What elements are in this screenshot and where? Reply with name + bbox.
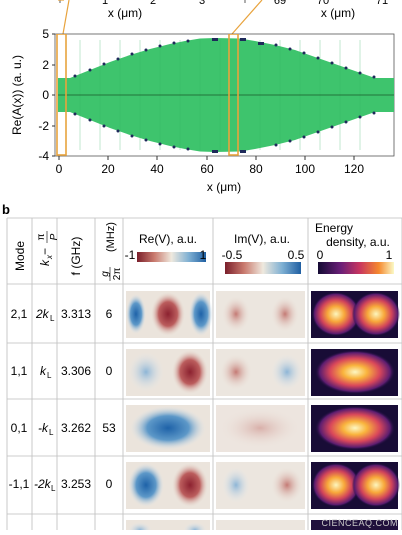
- ytick-5: 5: [42, 27, 49, 41]
- colorbar-energy-min: 0: [317, 248, 324, 262]
- xtick-60: 60: [200, 162, 214, 176]
- highlight-box-left: [56, 34, 67, 156]
- energy-density-map: [311, 462, 400, 509]
- highlight-box-right: [228, 34, 239, 156]
- row-kx: 2k: [35, 307, 50, 321]
- header-mode: Mode: [13, 241, 27, 271]
- im-field-map: [216, 405, 305, 452]
- top-xlabel-right: x (μm): [321, 6, 355, 20]
- xtick-0: 0: [56, 162, 63, 176]
- row-g: 0: [106, 364, 113, 378]
- im-field-map: [216, 291, 305, 338]
- energy-density-map: [311, 405, 398, 452]
- row-kx: k: [40, 364, 47, 378]
- top-tick-71: 71: [376, 0, 388, 7]
- ytick-0: 0: [42, 88, 49, 102]
- top-tick-3: 3: [199, 0, 205, 7]
- row-kx-sub: L: [47, 371, 52, 380]
- energy-density-map: [311, 349, 398, 396]
- x-axis-label: x (μm): [207, 180, 241, 194]
- y-ticks: 5 2 0 -2 -4: [38, 27, 55, 163]
- row-kx: -2k: [34, 477, 52, 491]
- top-inset-axes: 1 2 3 69 70 71 x (μm) x (μm): [58, 0, 388, 35]
- panel-b-table: Mode k x − π P f (GHz) g 2π (MHz) Re(V),…: [6, 217, 402, 535]
- im-field-map: [216, 349, 305, 396]
- top-tick-69: 69: [274, 0, 286, 7]
- re-field-map: [126, 349, 210, 396]
- ytick-m2: -2: [38, 119, 49, 133]
- row-kx-sub: L: [51, 484, 56, 493]
- x-ticks: 0 20 40 60 80 100 120: [56, 156, 364, 176]
- row-kx-sub: L: [50, 314, 55, 323]
- header-p: P: [49, 233, 60, 240]
- y-axis-label: Re(A(x)) (a. u.): [10, 55, 24, 135]
- row-kx-sub: L: [49, 428, 54, 437]
- header-kx: k x − π P: [36, 231, 60, 266]
- row-mode: 2,1: [11, 307, 28, 321]
- zoom-connector-left: [62, 0, 70, 35]
- colorbar-im-min: -0.5: [222, 248, 243, 262]
- top-tick-2: 2: [150, 0, 156, 7]
- table-row: 2,1 2k L 3.313 6: [11, 291, 400, 338]
- header-kx-k: k: [38, 259, 52, 266]
- row-g: 0: [106, 477, 113, 491]
- row-g: 53: [102, 421, 116, 435]
- row-g: 6: [106, 307, 113, 321]
- header-energy-1: Energy: [315, 221, 353, 235]
- xtick-120: 120: [344, 162, 364, 176]
- header-g-den: 2π: [112, 268, 123, 281]
- header-f: f (GHz): [69, 237, 83, 276]
- colorbar-re-max: 1: [200, 248, 207, 262]
- header-kx-minus: −: [38, 248, 52, 255]
- row-mode: 0,1: [11, 421, 28, 435]
- watermark: CIENCEAQ.COM: [321, 518, 398, 528]
- colorbar-re: [137, 252, 206, 262]
- header-kx-sub: x: [45, 254, 54, 260]
- xtick-40: 40: [150, 162, 164, 176]
- panel-a-plot: 5 2 0 -2 -4 0 20 40 60 80 100 120 x (μm)…: [10, 27, 395, 194]
- re-field-map: [126, 405, 210, 452]
- header-energy-2: density, a.u.: [326, 235, 390, 249]
- re-field-map: [126, 291, 213, 338]
- envelope-markers: [73, 38, 376, 153]
- table-row: 0,1 -k L 3.262 53: [11, 405, 398, 452]
- header-g-num: g: [100, 271, 111, 277]
- row-kx: -k: [38, 421, 49, 435]
- header-g: g 2π (MHz): [100, 222, 123, 281]
- colorbar-re-min: -1: [125, 248, 136, 262]
- table-row: 1,1 k L 3.306 0: [11, 349, 398, 396]
- header-pi: π: [36, 233, 47, 240]
- colorbar-energy-max: 1: [386, 248, 393, 262]
- xtick-80: 80: [249, 162, 263, 176]
- panel-b-label: b: [2, 202, 10, 217]
- zoom-connector-right: [231, 0, 263, 35]
- energy-density-map: [311, 291, 400, 338]
- re-field-map: [126, 462, 210, 509]
- xtick-20: 20: [101, 162, 115, 176]
- ytick-2: 2: [42, 58, 49, 72]
- colorbar-im: [225, 262, 301, 274]
- colorbar-energy: [318, 262, 394, 274]
- colorbar-im-max: 0.5: [288, 248, 305, 262]
- ytick-m4: -4: [38, 149, 49, 163]
- header-re: Re(V), a.u.: [139, 232, 197, 246]
- header-g-unit: (MHz): [105, 222, 117, 252]
- row-f: 3.306: [61, 364, 91, 378]
- top-xlabel-left: x (μm): [108, 6, 142, 20]
- header-im: Im(V), a.u.: [234, 232, 290, 246]
- row-f: 3.253: [61, 477, 91, 491]
- im-field-map: [216, 462, 305, 509]
- row-mode: 1,1: [11, 364, 28, 378]
- row-f: 3.262: [61, 421, 91, 435]
- row-f: 3.313: [61, 307, 91, 321]
- xtick-100: 100: [295, 162, 315, 176]
- table-row: -1,1 -2k L 3.253 0: [9, 462, 400, 509]
- top-tick-70: 70: [317, 0, 329, 7]
- top-tick-1: 1: [102, 0, 108, 7]
- row-mode: -1,1: [9, 477, 30, 491]
